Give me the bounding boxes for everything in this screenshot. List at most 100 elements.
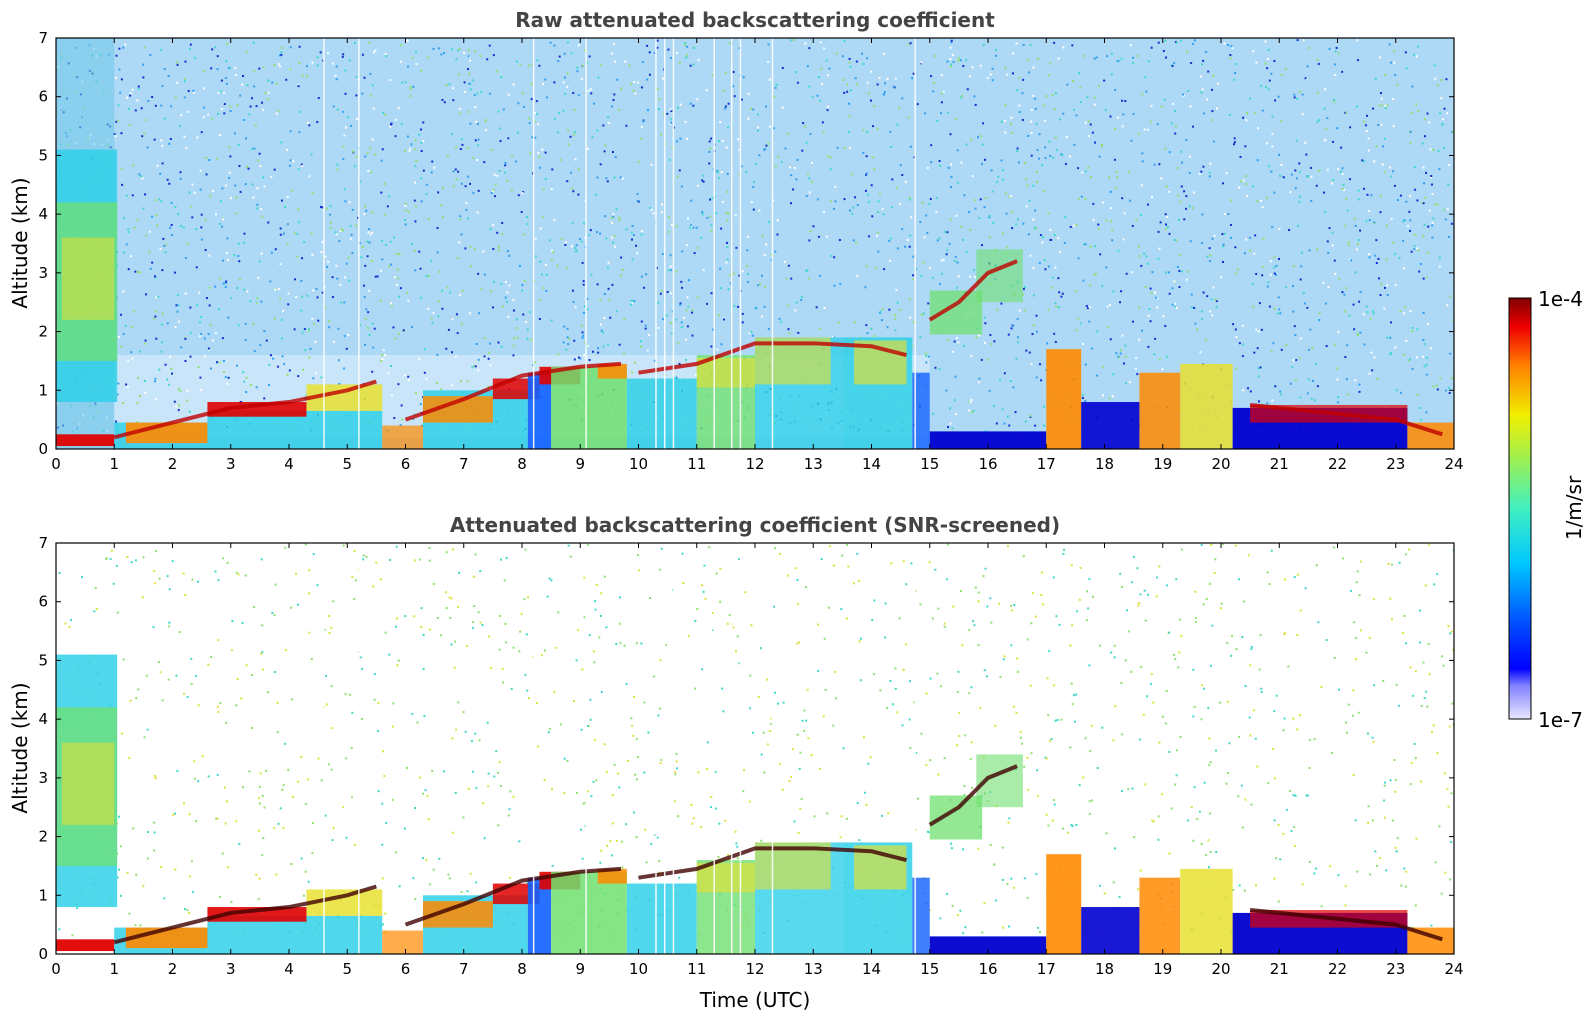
raw-noise-pixel [1195,328,1198,331]
raw-noise-pixel [726,172,729,175]
raw-noise-pixel [582,283,585,286]
raw-noise-pixel [226,42,229,45]
raw-noise-pixel [1298,357,1301,360]
raw-noise-pixel [624,60,627,63]
raw-noise-pixel [790,39,793,42]
screened-noise-pixel [190,860,193,863]
screened-noise-pixel [291,795,294,798]
raw-noise-pixel [836,146,839,149]
raw-noise-pixel [1423,182,1426,185]
raw-noise-pixel [1383,307,1386,310]
raw-noise-pixel [437,300,440,303]
screened-noise-pixel [161,699,164,702]
raw-noise-pixel [1105,266,1108,269]
raw-noise-pixel [950,63,953,66]
screened-noise-pixel [311,852,314,855]
screened-noise-pixel [432,868,435,871]
screened-noise-pixel [330,685,333,688]
raw-noise-pixel [1232,323,1235,326]
raw-noise-pixel [317,319,320,322]
raw-noise-pixel [273,317,276,320]
raw-noise-pixel [218,222,221,225]
raw-noise-pixel [1170,122,1173,125]
raw-noise-pixel [143,46,146,49]
raw-noise-pixel [835,52,838,55]
raw-noise-pixel [1432,385,1435,388]
raw-noise-pixel [1043,259,1046,262]
screened-noise-pixel [977,591,980,594]
raw-noise-pixel [741,312,744,315]
raw-noise-pixel [1440,79,1443,82]
raw-noise-pixel [709,147,712,150]
raw-noise-pixel [1175,239,1178,242]
raw-noise-pixel [344,126,347,129]
raw-noise-pixel [1083,243,1086,246]
raw-noise-pixel [951,427,954,430]
raw-noise-pixel [407,299,410,302]
raw-noise-pixel [140,175,143,178]
screened-noise-pixel [1266,571,1269,574]
raw-noise-pixel [133,226,136,229]
raw-noise-pixel [787,264,790,267]
raw-noise-pixel [218,361,221,364]
raw-noise-pixel [757,129,760,132]
raw-noise-pixel [1240,180,1243,183]
screened-noise-pixel [1296,633,1299,636]
raw-noise-pixel [587,147,590,150]
screened-noise-pixel [445,551,448,554]
raw-noise-pixel [1356,334,1359,337]
raw-noise-pixel [976,136,979,139]
screened-noise-pixel [1354,658,1357,661]
raw-noise-pixel [1122,238,1125,241]
raw-noise-pixel [1353,217,1356,220]
screened-noise-pixel [834,670,837,673]
raw-noise-pixel [538,166,541,169]
raw-noise-pixel [851,173,854,176]
raw-noise-pixel [393,276,396,279]
screened-noise-pixel [550,579,553,582]
raw-noise-pixel [246,84,249,87]
screened-noise-pixel [1249,664,1252,667]
raw-noise-pixel [834,185,837,188]
raw-noise-pixel [747,273,750,276]
raw-noise-pixel [489,92,492,95]
raw-noise-pixel [752,108,755,111]
raw-noise-pixel [409,147,412,150]
raw-noise-pixel [710,137,713,140]
raw-noise-pixel [227,376,230,379]
screened-noise-pixel [1203,781,1206,784]
raw-noise-pixel [849,65,852,68]
screened-noise-pixel [1296,728,1299,731]
raw-noise-pixel [1022,43,1025,46]
raw-noise-pixel [661,318,664,321]
raw-noise-pixel [1193,306,1196,309]
screened-noise-pixel [501,681,504,684]
raw-noise-pixel [808,47,811,50]
raw-noise-pixel [1054,340,1057,343]
raw-noise-pixel [1358,383,1361,386]
raw-noise-pixel [1134,367,1137,370]
raw-noise-pixel [255,302,258,305]
raw-noise-pixel [166,322,169,325]
raw-noise-pixel [768,221,771,224]
raw-noise-pixel [1265,85,1268,88]
raw-noise-pixel [921,201,924,204]
raw-noise-pixel [669,108,672,111]
raw-noise-pixel [709,198,712,201]
raw-noise-pixel [676,175,679,178]
raw-noise-pixel [414,181,417,184]
raw-noise-pixel [336,163,339,166]
raw-noise-pixel [992,221,995,224]
screened-noise-pixel [450,597,453,600]
raw-noise-pixel [1333,98,1336,101]
raw-noise-pixel [383,182,386,185]
raw-noise-pixel [930,161,933,164]
raw-noise-pixel [1389,353,1392,356]
raw-noise-pixel [423,371,426,374]
raw-noise-pixel [205,156,208,159]
screened-noise-pixel [466,890,469,893]
raw-noise-pixel [946,231,949,234]
raw-noise-pixel [631,225,634,228]
raw-noise-pixel [409,88,412,91]
raw-noise-pixel [1086,96,1089,99]
